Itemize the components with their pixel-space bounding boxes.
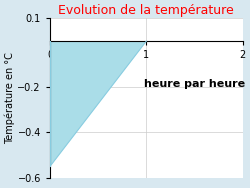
Title: Evolution de la température: Evolution de la température — [58, 4, 234, 17]
Polygon shape — [50, 41, 146, 166]
Text: heure par heure: heure par heure — [144, 79, 245, 89]
Y-axis label: Température en °C: Température en °C — [4, 52, 15, 144]
